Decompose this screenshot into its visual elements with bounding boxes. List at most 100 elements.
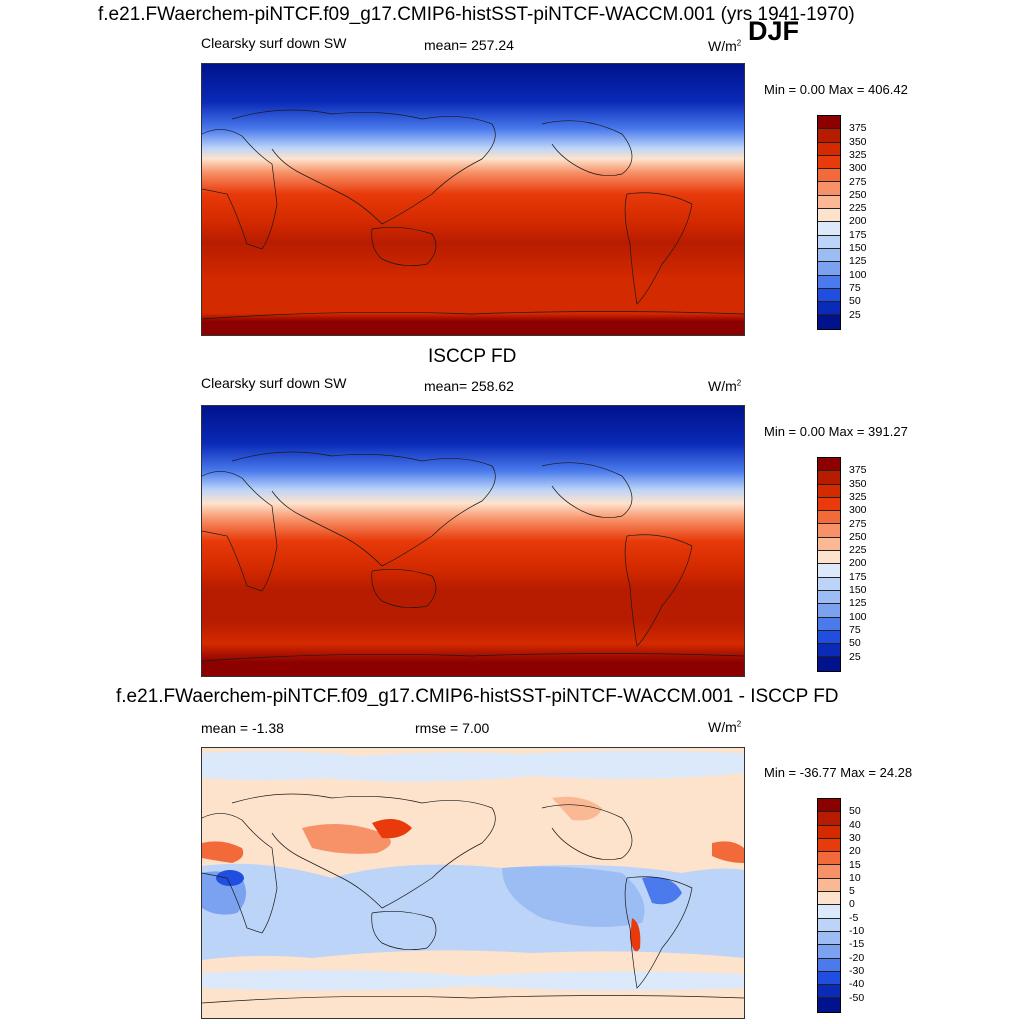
panel1-mean-label: mean= 257.24	[424, 37, 514, 53]
colorbar-swatch	[818, 905, 840, 919]
panel1-map-svg	[202, 64, 744, 335]
colorbar-tick-label: 275	[849, 175, 867, 188]
panel3-minmax-label: Min = -36.77 Max = 24.28	[764, 765, 913, 780]
panel1-field	[202, 64, 744, 335]
colorbar-swatch	[818, 825, 840, 839]
colorbar-swatch	[818, 182, 840, 196]
colorbar-tick-label: 375	[849, 464, 867, 477]
panel1-coastlines	[202, 109, 744, 320]
colorbar-tick-label: 325	[849, 490, 867, 503]
colorbar-swatch	[818, 302, 840, 316]
colorbar-tick-label: -40	[849, 978, 865, 991]
colorbar-tick-label: -20	[849, 951, 865, 964]
colorbar-tick-label: 300	[849, 162, 867, 175]
colorbar-tick-label: 100	[849, 268, 867, 281]
colorbar-tick-label: 200	[849, 215, 867, 228]
panel2-title: ISCCP FD	[428, 346, 517, 367]
colorbar-tick-label: 50	[849, 805, 861, 818]
colorbar-swatch	[818, 852, 840, 866]
colorbar-swatch	[818, 644, 840, 658]
colorbar-swatch	[818, 471, 840, 485]
colorbar-swatch	[818, 275, 840, 289]
panel2-variable-label: Clearsky surf down SW	[201, 375, 347, 391]
panel2-field	[202, 406, 744, 676]
colorbar-tick-label: 325	[849, 148, 867, 161]
colorbar-tick-label: 10	[849, 871, 861, 884]
colorbar-tick-label: 175	[849, 570, 867, 583]
colorbar-swatch	[818, 604, 840, 618]
colorbar-swatch	[818, 878, 840, 893]
panel3-title: f.e21.FWaerchem-piNTCF.f09_g17.CMIP6-his…	[116, 686, 839, 707]
panel2-map-svg	[202, 406, 744, 676]
panel1-units-label: W/m2	[708, 38, 742, 54]
panel1-variable-label: Clearsky surf down SW	[201, 35, 347, 51]
colorbar-swatch	[818, 169, 840, 183]
colorbar-tick-label: -15	[849, 938, 865, 951]
panel3-coastlines	[202, 793, 744, 1004]
colorbar-tick-label: 50	[849, 295, 861, 308]
colorbar-swatch	[818, 590, 840, 605]
panel3-positive-regions	[202, 796, 744, 952]
colorbar-swatch	[818, 195, 840, 210]
colorbar-tick-label: 30	[849, 831, 861, 844]
colorbar-swatch	[818, 931, 840, 946]
colorbar-tick-label: 15	[849, 858, 861, 871]
colorbar-swatch	[818, 998, 840, 1012]
colorbar-swatch	[818, 484, 840, 498]
panel1-map	[201, 63, 745, 336]
colorbar-swatch	[818, 945, 840, 959]
colorbar-tick-label: 25	[849, 308, 861, 321]
colorbar-tick-label: 5	[849, 885, 855, 898]
colorbar-swatch	[818, 458, 840, 472]
colorbar-swatch	[818, 142, 840, 156]
colorbar-swatch	[818, 799, 840, 813]
colorbar-tick-label: 20	[849, 845, 861, 858]
colorbar-swatch	[818, 116, 840, 130]
panel3-mean-label: mean = -1.38	[201, 720, 284, 736]
colorbar-tick-label: 150	[849, 242, 867, 254]
colorbar-tick-label: -5	[849, 911, 859, 924]
colorbar-tick-label: -10	[849, 925, 865, 937]
colorbar-swatch	[818, 812, 840, 826]
colorbar-tick-label: 25	[849, 650, 861, 663]
colorbar-swatch	[818, 248, 840, 263]
panel2-mean-label: mean= 258.62	[424, 378, 514, 394]
colorbar-tick-label: 350	[849, 135, 867, 148]
panel1-colorbar	[817, 115, 841, 330]
colorbar-swatch	[818, 511, 840, 525]
colorbar-swatch	[818, 155, 840, 170]
colorbar-tick-label: 75	[849, 623, 861, 636]
colorbar-tick-label: 75	[849, 281, 861, 294]
colorbar-swatch	[818, 564, 840, 578]
colorbar-tick-label: 275	[849, 517, 867, 530]
panel2-minmax-label: Min = 0.00 Max = 391.27	[764, 424, 908, 439]
colorbar-swatch	[818, 617, 840, 631]
colorbar-tick-label: 175	[849, 228, 867, 241]
colorbar-tick-label: 200	[849, 557, 867, 570]
colorbar-tick-label: 100	[849, 610, 867, 623]
colorbar-swatch	[818, 315, 840, 329]
panel3-map	[201, 747, 745, 1019]
figure-title: f.e21.FWaerchem-piNTCF.f09_g17.CMIP6-his…	[98, 4, 855, 25]
colorbar-swatch	[818, 288, 840, 303]
panel3-units-label: W/m2	[708, 719, 742, 735]
colorbar-swatch	[818, 892, 840, 906]
colorbar-swatch	[818, 209, 840, 223]
colorbar-swatch	[818, 577, 840, 591]
colorbar-swatch	[818, 985, 840, 999]
colorbar-swatch	[818, 551, 840, 565]
colorbar-tick-label: 300	[849, 504, 867, 517]
panel3-negative-regions	[202, 750, 744, 991]
panel2-colorbar	[817, 457, 841, 672]
colorbar-tick-label: 225	[849, 202, 867, 215]
colorbar-tick-label: -50	[849, 991, 865, 1004]
colorbar-tick-label: 225	[849, 544, 867, 557]
panel3-rmse-label: rmse = 7.00	[415, 720, 490, 736]
colorbar-swatch	[818, 537, 840, 552]
colorbar-swatch	[818, 497, 840, 512]
colorbar-tick-label: 0	[849, 898, 855, 911]
colorbar-tick-label: -30	[849, 964, 865, 977]
colorbar-swatch	[818, 918, 840, 932]
colorbar-swatch	[818, 958, 840, 972]
colorbar-swatch	[818, 235, 840, 249]
